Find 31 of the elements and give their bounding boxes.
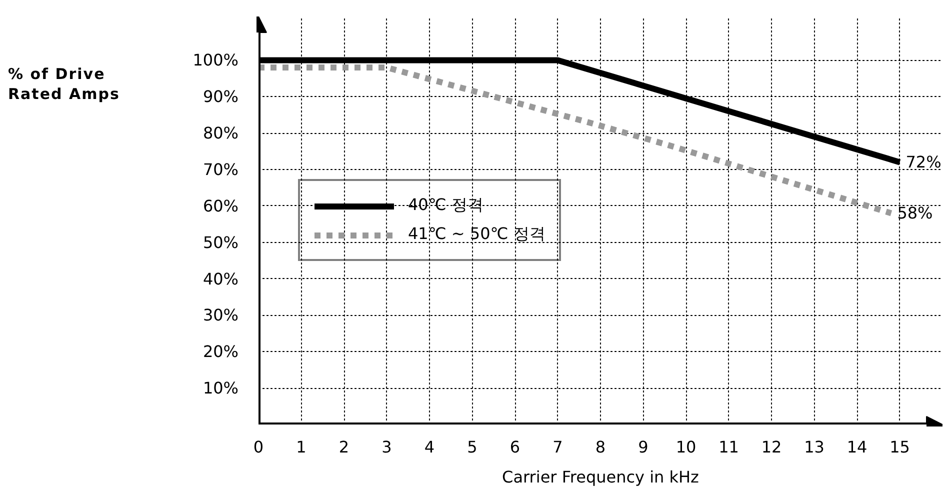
x-tick-label: 2 xyxy=(338,438,350,456)
x-tick-label: 10 xyxy=(676,438,696,456)
x-tick-label: 0 xyxy=(253,438,264,456)
x-tick-label: 8 xyxy=(595,438,606,456)
x-tick-label: 12 xyxy=(761,438,782,456)
y-tick-label: 30% xyxy=(202,306,238,325)
x-tick-label: 1 xyxy=(296,438,306,456)
y-tick-label: 90% xyxy=(202,87,238,106)
y-tick-label: 80% xyxy=(202,124,238,143)
y-tick-label: 60% xyxy=(202,196,238,216)
y-axis-title: % of Drive Rated Amps xyxy=(8,64,120,104)
y-tick-label: 10% xyxy=(202,378,238,398)
x-tick-label: 15 xyxy=(890,438,910,456)
x-tick-label: 9 xyxy=(638,438,648,456)
legend-label: 41℃ ~ 50℃ 정격 xyxy=(408,224,546,245)
y-tick-label: 100% xyxy=(192,50,239,70)
x-tick-label: 4 xyxy=(424,438,435,456)
x-tick-label: 7 xyxy=(552,438,563,456)
x-tick-label: 11 xyxy=(718,438,739,456)
y-tick-label: 50% xyxy=(202,232,238,252)
annotation: 58% xyxy=(897,204,933,223)
annotation: 72% xyxy=(906,152,942,172)
x-axis-title: Carrier Frequency in kHz xyxy=(502,468,699,486)
x-tick-label: 13 xyxy=(804,438,824,456)
x-tick-label: 3 xyxy=(382,438,392,456)
y-tick-label: 20% xyxy=(202,342,238,362)
x-tick-label: 14 xyxy=(846,438,868,456)
x-tick-label: 6 xyxy=(510,438,520,456)
x-tick-label: 5 xyxy=(467,438,478,456)
y-tick-label: 70% xyxy=(202,160,238,179)
y-tick-label: 40% xyxy=(202,269,238,288)
